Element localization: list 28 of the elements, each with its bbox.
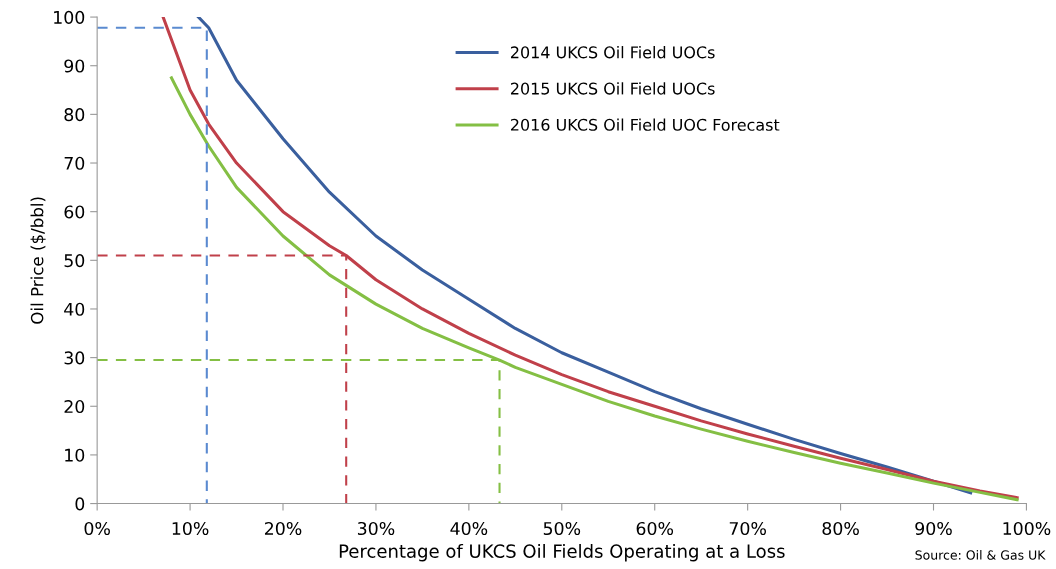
x-tick-label: 80% (822, 521, 859, 536)
x-tick-label: 40% (450, 521, 488, 536)
legend-label: 2015 UKCS Oil Field UOCs (511, 82, 715, 95)
x-tick-label: 30% (357, 521, 395, 536)
y-tick-label: 50 (64, 254, 85, 268)
y-tick-label: 90 (64, 59, 85, 73)
x-tick-label: 100% (1003, 521, 1051, 536)
y-tick-label: 70 (64, 156, 85, 170)
x-axis-title: Percentage of UKCS Oil Fields Operating at a Loss (339, 543, 785, 562)
y-tick-label: 0 (75, 497, 85, 511)
x-tick-label: 20% (264, 521, 302, 536)
source-note: Source: Oil & Gas UK (915, 550, 1046, 560)
y-tick-label: 40 (64, 302, 85, 316)
y-tick-label: 100 (54, 10, 85, 24)
y-tick-label: 30 (64, 351, 85, 365)
y-tick-label: 60 (64, 205, 85, 219)
x-tick-label: 50% (543, 521, 581, 536)
x-tick-label: 60% (636, 521, 674, 536)
x-tick-label: 0% (84, 521, 110, 536)
y-tick-label: 20 (64, 399, 85, 414)
y-axis-title: Oil Price ($/bbl) (30, 197, 46, 324)
legend-label: 2014 UKCS Oil Field UOCs (511, 46, 715, 59)
x-tick-label: 10% (172, 521, 209, 536)
legend-label: 2016 UKCS Oil Field UOC Forecast (511, 118, 780, 131)
x-tick-label: 70% (729, 521, 766, 536)
x-tick-label: 90% (915, 521, 952, 536)
y-tick-label: 80 (64, 108, 85, 122)
y-tick-label: 10 (65, 448, 85, 462)
